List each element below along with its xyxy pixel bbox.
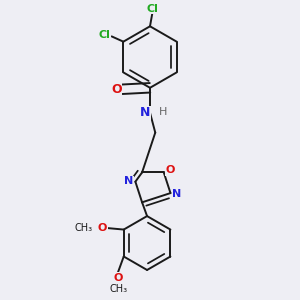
Text: Cl: Cl	[146, 4, 158, 14]
Text: CH₃: CH₃	[110, 284, 128, 294]
Text: N: N	[124, 176, 134, 186]
Text: N: N	[172, 189, 182, 199]
Text: N: N	[140, 106, 150, 119]
Text: O: O	[98, 223, 107, 233]
Text: O: O	[113, 273, 123, 283]
Text: H: H	[159, 106, 167, 116]
Text: O: O	[111, 83, 122, 96]
Text: Cl: Cl	[98, 30, 110, 40]
Text: O: O	[166, 165, 175, 175]
Text: CH₃: CH₃	[75, 223, 93, 232]
